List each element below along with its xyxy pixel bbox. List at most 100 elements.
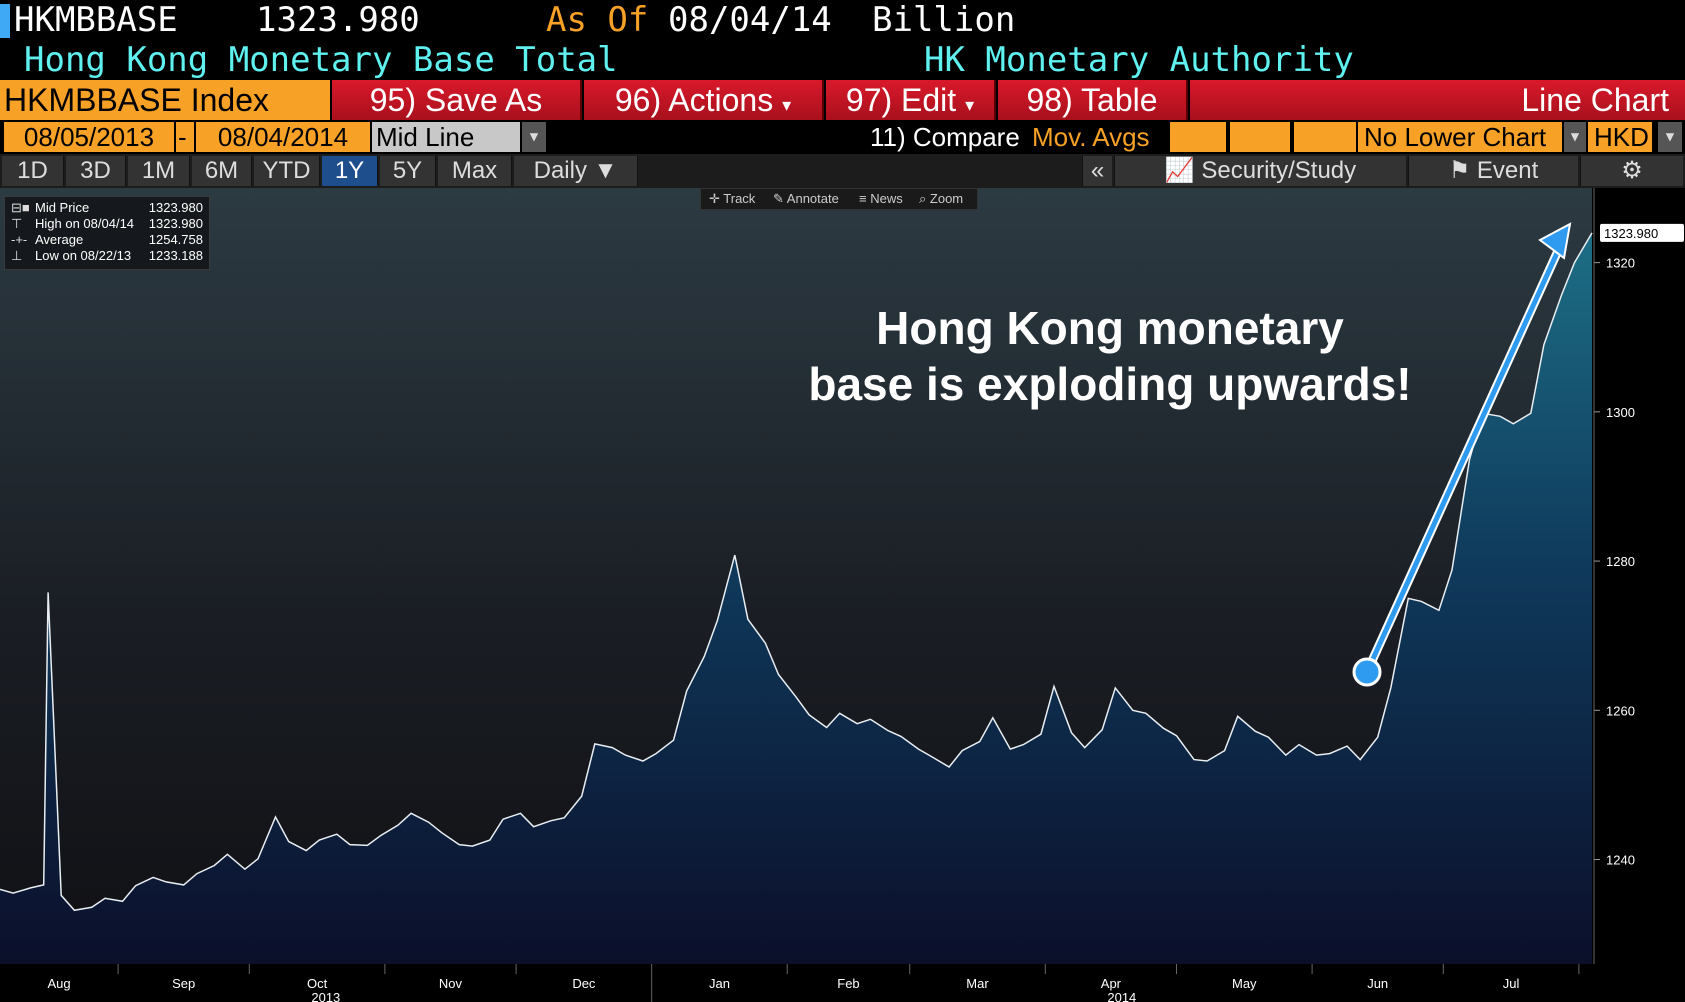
security-study-label: Security/Study: [1201, 157, 1357, 184]
legend-label: Low on 08/22/13: [35, 248, 132, 263]
collapse-button[interactable]: «: [1082, 156, 1112, 186]
chart-type-label[interactable]: Line Chart: [1190, 80, 1685, 120]
save-as-button[interactable]: 95) Save As: [332, 80, 582, 120]
currency-select[interactable]: HKD: [1588, 122, 1652, 152]
y-tick-label: 1260: [1606, 703, 1635, 718]
legend-value: 1323.980: [148, 200, 203, 215]
tab-5y[interactable]: 5Y: [380, 156, 436, 186]
x-axis-panel: [0, 964, 1685, 1002]
event-label: Event: [1476, 157, 1539, 184]
lower-chart-dropdown-icon[interactable]: ▼: [1564, 122, 1586, 152]
flag-icon: ⚑: [1448, 157, 1471, 184]
description-row: Hong Kong Monetary Base Total HK Monetar…: [0, 40, 1685, 80]
track-tool[interactable]: ✛ Track: [709, 191, 756, 206]
main-toolbar: HKMBBASE Index 95) Save As 96) Actions ▾…: [0, 80, 1685, 120]
edit-dropdown-icon: ▾: [965, 95, 975, 115]
x-month-label: Jul: [1503, 976, 1520, 991]
range-bar: 08/05/2013 - 08/04/2014 Mid Line ▼ 11) C…: [0, 120, 1685, 154]
last-value-label: 1323.980: [1604, 226, 1658, 241]
x-month-label: Apr: [1101, 976, 1122, 991]
tab-6m[interactable]: 6M: [192, 156, 252, 186]
as-of-date: 08/04/14: [668, 0, 832, 40]
line-type-select[interactable]: Mid Line: [372, 122, 520, 152]
y-tick-label: 1300: [1606, 405, 1635, 420]
option-slot-2[interactable]: [1230, 122, 1290, 152]
tab-1m[interactable]: 1M: [128, 156, 190, 186]
y-tick-label: 1280: [1606, 554, 1635, 569]
security-field[interactable]: HKMBBASE Index: [0, 80, 330, 120]
legend-label: High on 08/04/14: [35, 216, 135, 231]
track-label: Track: [723, 191, 756, 206]
end-date-field[interactable]: 08/04/2014: [196, 122, 370, 152]
option-slot-3[interactable]: [1294, 122, 1356, 152]
last-value: 1323.980: [256, 0, 420, 40]
mov-avgs-label[interactable]: Mov. Avgs: [1032, 122, 1150, 152]
x-month-label: Jun: [1367, 976, 1388, 991]
tab-1y[interactable]: 1Y: [322, 156, 378, 186]
frequency-dropdown-icon: ▼: [593, 157, 618, 184]
legend-row-low: ⊥ Low on 08/22/13 1233.188: [11, 248, 203, 264]
data-source: HK Monetary Authority: [924, 40, 1354, 80]
annotate-tool[interactable]: ✎ Annotate: [773, 191, 839, 206]
actions-button[interactable]: 96) Actions ▾: [584, 80, 824, 120]
chart-canvas[interactable]: 1240 1260 1280 1300 1320 1323.980 Aug Sep Oct Nov…: [0, 188, 1685, 1002]
legend-label: Average: [35, 232, 84, 247]
y-axis-panel: [1592, 188, 1685, 1002]
tab-3d[interactable]: 3D: [66, 156, 126, 186]
series-line: [0, 232, 1593, 912]
event-button[interactable]: ⚑ Event: [1408, 156, 1578, 186]
chart-legend[interactable]: ⊟■ Mid Price 1323.980 ⊤ High on 08/04/14 132…: [4, 196, 210, 270]
x-year-label: 2014: [1107, 990, 1136, 1002]
currency-dropdown-icon[interactable]: ▼: [1658, 122, 1682, 152]
line-type-dropdown-icon[interactable]: ▼: [522, 122, 546, 152]
arrow-shaft: [1364, 239, 1565, 675]
date-range-dash: -: [176, 122, 194, 152]
start-date-field[interactable]: 08/05/2013: [4, 122, 174, 152]
y-tick-label: 1240: [1606, 853, 1635, 868]
settings-button[interactable]: ⚙: [1580, 156, 1683, 186]
compare-label[interactable]: 11) Compare: [870, 122, 1020, 152]
legend-value: 1323.980: [148, 216, 203, 231]
security-description: Hong Kong Monetary Base Total: [24, 40, 618, 80]
lower-chart-select[interactable]: No Lower Chart: [1358, 122, 1562, 152]
x-month-label: Feb: [837, 976, 859, 991]
ticker-symbol: HKMBBASE: [14, 0, 178, 40]
x-month-label: Nov: [439, 976, 463, 991]
x-year-label: 2013: [311, 990, 340, 1002]
legend-square-icon: ⊟■: [11, 200, 30, 215]
x-month-label: Jan: [709, 976, 730, 991]
average-marker-icon: -+-: [11, 232, 28, 247]
annotate-label: Annotate: [786, 191, 839, 206]
chart-area[interactable]: 1240 1260 1280 1300 1320 1323.980 Aug Sep Oct Nov…: [0, 188, 1685, 1002]
option-slot-1[interactable]: [1170, 122, 1226, 152]
tab-ytd[interactable]: YTD: [254, 156, 320, 186]
actions-label: 96) Actions: [614, 82, 774, 118]
legend-value: 1233.188: [148, 248, 203, 263]
legend-row-mid-price: ⊟■ Mid Price 1323.980: [11, 200, 203, 216]
ticker-marker: [0, 4, 10, 38]
edit-button[interactable]: 97) Edit ▾: [826, 80, 996, 120]
low-marker-icon: ⊥: [11, 248, 23, 263]
edit-label: 97) Edit: [845, 82, 957, 118]
frequency-select[interactable]: Daily ▼: [514, 156, 638, 186]
zoom-tool[interactable]: ⌕ Zoom: [919, 191, 964, 206]
actions-dropdown-icon: ▾: [782, 95, 792, 115]
x-month-label: Aug: [47, 976, 70, 991]
tab-1d[interactable]: 1D: [2, 156, 64, 186]
chart-annotation: Hong Kong monetary base is exploding upw…: [760, 300, 1460, 412]
news-tool[interactable]: ≡ News: [859, 191, 903, 206]
annotation-line-2: base is exploding upwards!: [808, 358, 1412, 410]
frequency-label: Daily: [533, 157, 587, 184]
security-study-button[interactable]: 📈 Security/Study: [1114, 156, 1406, 186]
high-marker-icon: ⊤: [11, 216, 23, 231]
y-tick-label: 1320: [1606, 256, 1635, 271]
legend-row-high: ⊤ High on 08/04/14 1323.980: [11, 216, 203, 232]
tab-max[interactable]: Max: [438, 156, 512, 186]
chart-study-icon: 📈: [1164, 157, 1195, 184]
news-label: News: [870, 191, 903, 206]
zoom-label: Zoom: [929, 191, 964, 206]
x-month-label: Sep: [172, 976, 195, 991]
x-month-label: May: [1232, 976, 1257, 991]
table-button[interactable]: 98) Table: [998, 80, 1188, 120]
x-month-label: Mar: [966, 976, 989, 991]
